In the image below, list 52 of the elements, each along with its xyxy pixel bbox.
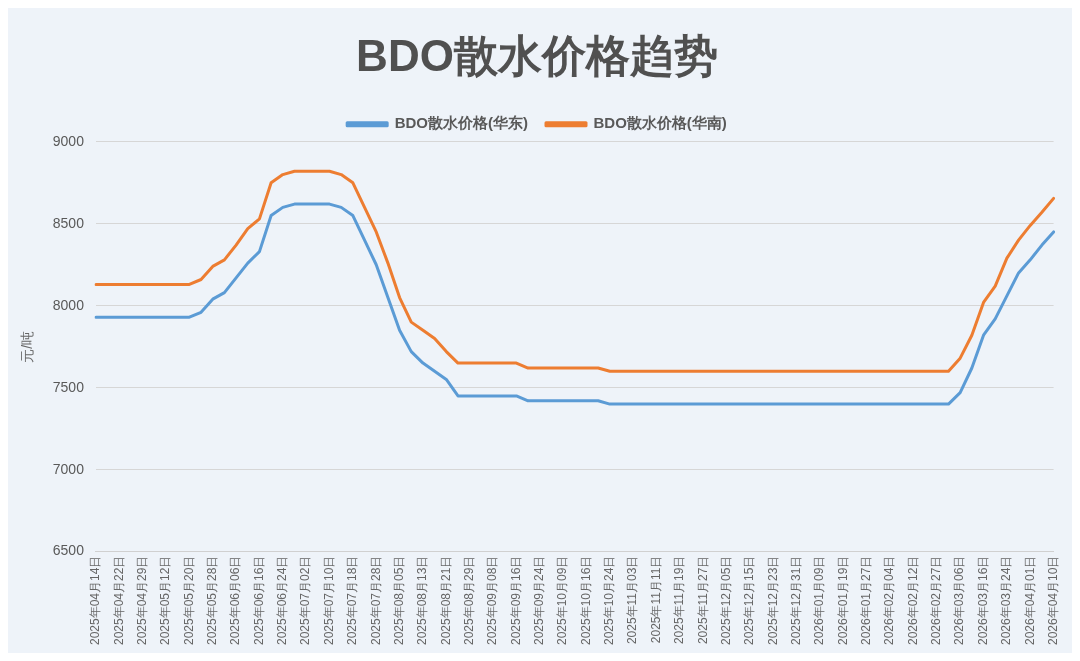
x-tick-label: 2026年01月27日: [859, 555, 874, 645]
x-tick-label: 2025年11月27日: [695, 555, 710, 645]
y-tick-label: 8000: [52, 296, 85, 313]
x-tick-label: 2025年09月24日: [532, 555, 547, 645]
x-tick-label: 2025年10月24日: [602, 555, 617, 645]
x-tick-label: 2025年08月29日: [461, 555, 476, 645]
x-tick-label: 2025年09月16日: [508, 555, 523, 645]
y-tick-label: 6500: [52, 542, 85, 559]
x-tick-label: 2026年02月27日: [929, 555, 944, 645]
x-tick-label: 2025年11月03日: [625, 555, 640, 645]
x-tick-label: 2026年03月16日: [975, 555, 990, 645]
x-tick-label: 2025年09月08日: [485, 555, 500, 645]
x-tick-label: 2025年10月16日: [578, 555, 593, 645]
x-tick-label: 2025年10月09日: [555, 555, 570, 645]
x-tick-label: 2025年04月22日: [111, 555, 126, 645]
x-tick-label: 2025年11月11日: [648, 555, 663, 644]
x-tick-label: 2025年07月18日: [345, 555, 360, 645]
x-tick-label: 2025年12月23日: [765, 555, 780, 645]
x-tick-label: 2026年01月09日: [812, 555, 827, 645]
x-tick-label: 2026年03月24日: [999, 555, 1014, 645]
x-tick-label: 2025年08月05日: [391, 555, 406, 645]
x-tick-label: 2026年02月04日: [882, 555, 897, 645]
x-tick-label: 2025年07月02日: [298, 555, 313, 645]
x-tick-label: 2025年05月12日: [158, 555, 173, 645]
x-tick-label: 2025年08月21日: [438, 555, 453, 645]
y-tick-label: 9000: [52, 132, 85, 149]
x-tick-label: 2025年07月10日: [321, 555, 336, 645]
x-tick-label: 2025年04月14日: [88, 555, 103, 645]
x-tick-label: 2025年12月05日: [718, 555, 733, 645]
x-tick-label: 2026年01月19日: [835, 555, 850, 645]
y-tick-label: 8500: [52, 214, 85, 231]
x-tick-label: 2025年06月24日: [275, 555, 290, 645]
y-tick-label: 7000: [52, 460, 85, 477]
x-tick-label: 2025年08月13日: [415, 555, 430, 645]
x-tick-label: 2026年04月01日: [1022, 555, 1037, 645]
y-tick-label: 7500: [52, 378, 85, 395]
chart-title: BDO散水价格趋势: [356, 30, 718, 80]
x-tick-label: 2025年04月29日: [134, 555, 149, 645]
x-tick-label: 2026年04月10日: [1045, 555, 1060, 645]
legend-label: BDO散水价格(华东): [394, 114, 529, 132]
x-tick-label: 2025年11月19日: [672, 555, 687, 645]
x-tick-label: 2026年02月12日: [905, 555, 920, 645]
x-tick-label: 2026年03月06日: [952, 555, 967, 645]
x-tick-label: 2025年06月06日: [228, 555, 243, 645]
legend-label: BDO散水价格(华南): [593, 114, 727, 132]
x-tick-label: 2025年05月20日: [181, 555, 196, 645]
x-tick-label: 2025年07月28日: [368, 555, 383, 645]
x-tick-label: 2025年06月16日: [251, 555, 266, 645]
x-tick-label: 2025年12月15日: [742, 555, 757, 645]
x-tick-label: 2025年05月28日: [205, 555, 220, 645]
x-tick-label: 2025年12月31日: [788, 555, 803, 645]
y-axis-title: 元/吨: [19, 330, 36, 363]
